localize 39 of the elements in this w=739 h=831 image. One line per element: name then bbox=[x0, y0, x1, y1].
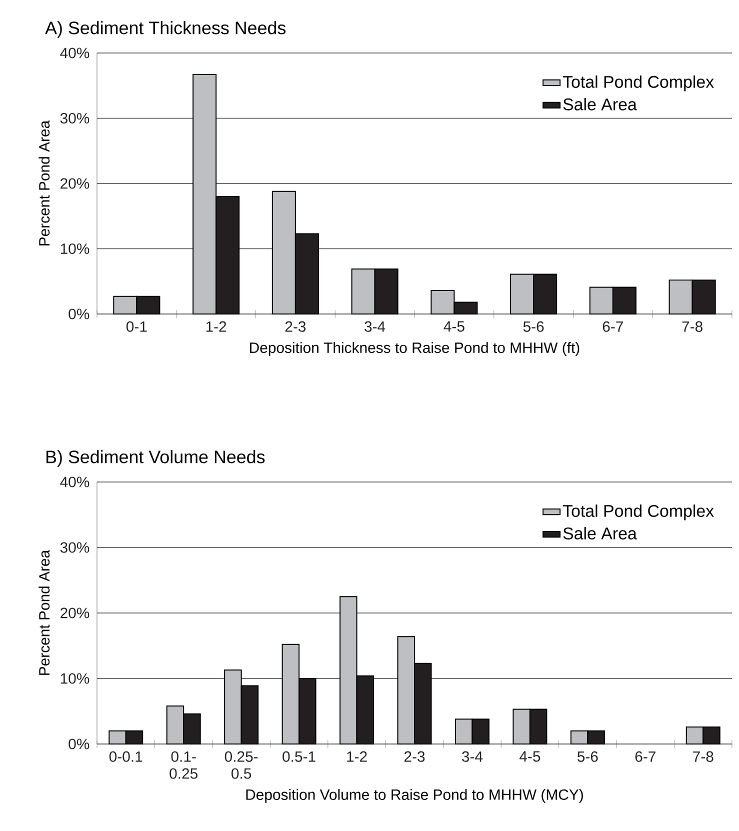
x-tick-label: 5-6 bbox=[577, 751, 598, 762]
legend-label: Total Pond Complex bbox=[562, 504, 714, 520]
legend-label: Sale Area bbox=[563, 527, 637, 540]
y-tick-label: 20% bbox=[60, 178, 90, 189]
x-tick-label: 2-3 bbox=[404, 751, 425, 762]
y-tick-label: 40% bbox=[60, 476, 90, 488]
x-tick-label: 7-8 bbox=[682, 321, 702, 332]
x-tick-label: 0.1- 0.25 bbox=[170, 751, 198, 779]
x-tick-label: 6-7 bbox=[602, 321, 623, 332]
y-tick-label: 10% bbox=[60, 673, 90, 684]
x-tick-label: 7-8 bbox=[693, 751, 714, 762]
x-tick-label: 1-2 bbox=[347, 751, 367, 762]
chart-title: B) Sediment Volume Needs bbox=[46, 450, 265, 467]
x-tick-label: 0.5-1 bbox=[282, 751, 316, 762]
x-tick-label: 1-2 bbox=[206, 321, 226, 332]
y-tick-label: 30% bbox=[60, 112, 90, 124]
y-tick-label: 30% bbox=[60, 542, 90, 553]
chart-title: A) Sediment Thickness Needs bbox=[45, 21, 286, 38]
y-tick-label: 10% bbox=[60, 243, 90, 254]
x-tick-label: 0-1 bbox=[126, 321, 147, 332]
x-axis-title: Deposition Volume to Raise Pond to MHHW (MCY) bbox=[246, 788, 583, 803]
legend-label: Total Pond Complex bbox=[562, 75, 714, 92]
x-tick-label: 4-5 bbox=[444, 321, 464, 332]
x-tick-label: 4-5 bbox=[520, 751, 540, 762]
x-axis-title: Deposition Thickness to Raise Pond to MHHW (ft) bbox=[250, 342, 580, 356]
y-axis-title: Percent Pond Area bbox=[38, 550, 50, 675]
y-tick-label: 40% bbox=[60, 48, 90, 58]
y-axis-title: Percent Pond Area bbox=[38, 120, 50, 246]
legend-label: Sale Area bbox=[563, 98, 637, 110]
y-tick-label: 20% bbox=[60, 608, 90, 618]
x-tick-label: 6-7 bbox=[635, 751, 656, 762]
x-tick-label: 5-6 bbox=[523, 321, 544, 332]
x-tick-label: 3-4 bbox=[364, 321, 386, 332]
x-tick-label: 2-3 bbox=[285, 321, 306, 332]
y-tick-label: 0% bbox=[68, 738, 90, 750]
x-tick-label: 3-4 bbox=[462, 751, 483, 762]
x-tick-label: 0.25- 0.5 bbox=[224, 751, 258, 779]
y-tick-label: 0% bbox=[68, 308, 90, 320]
x-tick-label: 0-0.1 bbox=[109, 751, 142, 762]
